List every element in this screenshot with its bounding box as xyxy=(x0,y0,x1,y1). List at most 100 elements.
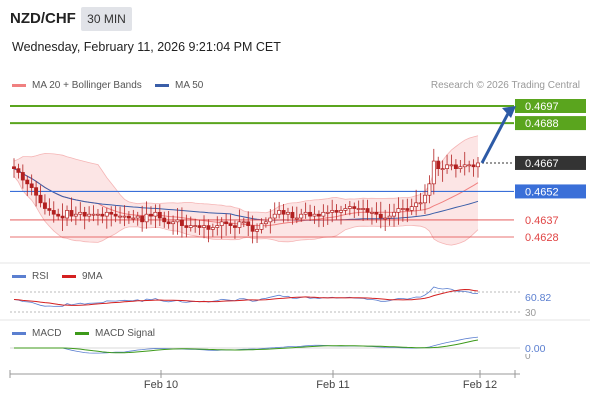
candle-body xyxy=(197,225,202,228)
legend-label-macd: MACD xyxy=(32,328,62,339)
symbol-title: NZD/CHF xyxy=(10,10,76,27)
candle-body xyxy=(233,225,237,228)
candle-body xyxy=(462,164,467,168)
candle-body xyxy=(87,213,92,217)
candle-body xyxy=(12,166,16,170)
candle-body xyxy=(272,213,277,219)
candle-body xyxy=(356,208,361,210)
candle-body xyxy=(423,194,427,204)
rsi-panel: 703060.82 xyxy=(0,262,590,319)
candle-body xyxy=(352,206,357,209)
candle-body xyxy=(188,225,193,228)
candle-body xyxy=(281,210,286,215)
candle-body xyxy=(392,211,396,217)
macd-value-label: 0.00 xyxy=(525,343,546,355)
macd-line xyxy=(14,336,479,354)
legend-swatch-ma50 xyxy=(155,83,169,87)
candle-body xyxy=(308,211,313,217)
x-tick-label: Feb 12 xyxy=(463,379,497,391)
candles xyxy=(12,148,480,244)
candle-body xyxy=(60,215,65,219)
level-label-bg-support_blue xyxy=(515,184,586,199)
legend-macd: MACD xyxy=(12,328,61,339)
forecast-arrow-shaft xyxy=(480,110,511,164)
candle-body xyxy=(171,221,176,225)
macd-panel: 00.00 xyxy=(0,319,590,362)
candle-body xyxy=(51,210,56,215)
candle-body xyxy=(210,227,215,230)
candle-body xyxy=(162,217,167,223)
candle-body xyxy=(206,225,211,230)
credit-label: Research © 2026 Trading Central xyxy=(430,80,580,91)
candle-body xyxy=(431,160,436,185)
candle-body xyxy=(378,213,383,219)
candle-body xyxy=(299,213,304,219)
candle-body xyxy=(445,164,450,170)
candle-body xyxy=(427,183,432,196)
candle-body xyxy=(144,213,149,223)
candle-body xyxy=(25,179,30,185)
candle-body xyxy=(476,162,480,168)
candle-body xyxy=(175,219,180,223)
legend-ma20-bollinger: MA 20 + Bollinger Bands xyxy=(12,80,142,91)
candle-body xyxy=(126,215,131,219)
candle-body xyxy=(241,221,246,224)
candle-body xyxy=(184,225,189,228)
candle-body xyxy=(29,183,34,188)
legend-9ma: 9MA xyxy=(62,271,103,282)
timeframe-badge[interactable]: 30 MIN xyxy=(81,7,132,31)
level-label-current: 0.4667 xyxy=(525,158,559,170)
legend-swatch-macd xyxy=(12,331,26,335)
rsi-line xyxy=(13,286,479,307)
candle-body xyxy=(312,213,317,217)
candle-body xyxy=(449,164,454,167)
candle-body xyxy=(104,211,109,217)
candle-body xyxy=(149,213,153,217)
x-tick-label: Feb 11 xyxy=(316,379,349,391)
candle-body xyxy=(268,217,273,223)
price-levels: 0.4697 0.4688 0.4667 0.4652 0.4637 0.4628 xyxy=(10,99,586,244)
legend-swatch-ma20 xyxy=(12,83,26,87)
candle-body xyxy=(361,208,366,210)
macd-zero-label: 0 xyxy=(525,351,531,362)
legend-swatch-9ma xyxy=(62,274,76,278)
candle-body xyxy=(228,223,233,226)
candle-body xyxy=(383,217,388,220)
rsi-value-label: 60.82 xyxy=(525,292,551,304)
candle-body xyxy=(193,225,198,227)
candle-body xyxy=(179,219,184,226)
candle-body xyxy=(166,221,171,225)
candle-body xyxy=(418,202,423,205)
macd-signal-line xyxy=(14,339,479,354)
candle-body xyxy=(330,210,335,213)
candle-body xyxy=(73,213,78,217)
rsi-value-bg xyxy=(522,291,562,304)
bollinger-band-area xyxy=(14,135,478,246)
rsi-9ma-line xyxy=(13,288,479,306)
candle-body xyxy=(47,208,52,211)
candle-body xyxy=(316,213,321,217)
legend-label-9ma: 9MA xyxy=(82,271,103,282)
candle-body xyxy=(91,213,96,216)
candle-body xyxy=(42,202,47,209)
candle-body xyxy=(100,213,105,217)
candle-body xyxy=(471,164,476,168)
legend-rsi: RSI xyxy=(12,271,49,282)
candle-body xyxy=(334,210,339,213)
candle-body xyxy=(250,225,255,232)
level-label-support_red: 0.4628 xyxy=(525,232,559,244)
forecast-arrow-head xyxy=(502,106,516,118)
candle-body xyxy=(343,208,348,211)
candle-body xyxy=(325,211,330,214)
candle-body xyxy=(387,215,392,219)
level-label-resistance: 0.4688 xyxy=(525,118,559,130)
candle-body xyxy=(157,211,162,219)
candle-body xyxy=(56,213,61,217)
candle-body xyxy=(34,187,39,196)
candle-body xyxy=(290,211,295,219)
x-axis: Feb 10 Feb 11 Feb 12 xyxy=(9,370,520,391)
legend-label-ma20: MA 20 + Bollinger Bands xyxy=(32,80,142,91)
candle-body xyxy=(135,215,140,219)
candle-body xyxy=(246,221,251,226)
